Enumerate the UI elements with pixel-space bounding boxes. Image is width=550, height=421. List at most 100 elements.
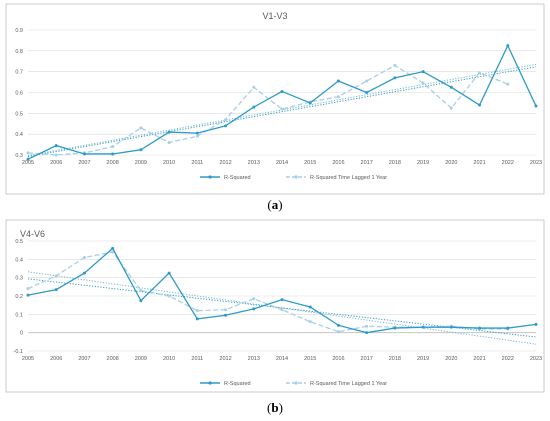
point-b-0-3 [111,246,115,250]
x-tick-label-a-1: 2006 [50,160,62,166]
y-tick-label-b-2: 0.1 [15,312,23,318]
y-tick-label-b-6: 0.5 [15,239,23,245]
x-tick-label-b-18: 2023 [530,356,542,362]
point-b-1-5 [167,294,171,298]
x-tick-label-a-18: 2023 [530,160,542,166]
panel-a-caption-letter: a [272,197,279,212]
point-b-1-3 [111,250,115,254]
point-a-1-9 [280,107,284,111]
x-tick-label-b-11: 2016 [332,356,344,362]
point-b-0-8 [252,307,256,311]
x-tick-label-b-1: 2006 [50,356,62,362]
legend-b-solid-label: R-Squared [224,381,251,387]
x-tick-label-b-5: 2010 [163,356,175,362]
point-b-1-4 [139,289,143,292]
point-a-0-9 [280,89,284,93]
point-b-0-11 [336,323,340,327]
point-b-0-12 [365,331,369,335]
point-a-1-17 [506,82,510,86]
point-a-0-16 [478,103,482,107]
point-b-1-1 [54,274,58,278]
y-tick-label-a-2: 0.5 [15,111,23,117]
y-tick-label-a-4: 0.7 [15,70,23,76]
point-a-0-18 [534,104,538,108]
point-b-0-15 [449,325,453,329]
x-tick-label-b-4: 2009 [135,356,147,362]
point-a-0-6 [195,131,199,135]
point-a-0-10 [308,101,312,105]
x-tick-label-b-12: 2017 [361,356,373,362]
x-tick-label-a-9: 2014 [276,160,288,166]
y-tick-label-a-5: 0.8 [15,49,23,55]
x-tick-label-a-14: 2019 [417,160,429,166]
y-tick-label-b-3: 0.2 [15,294,23,300]
y-tick-label-a-0: 0.3 [15,153,23,159]
point-a-0-7 [224,124,228,128]
point-a-1-15 [449,106,453,110]
x-tick-label-b-3: 2008 [107,356,119,362]
panel-a-caption: (a) [267,197,282,212]
panel-a-plot: 0.3 0.4 0.5 0.6 0.7 0.8 0.9 2005 2006 2007 2008 200… [15,28,542,166]
point-b-0-14 [421,325,425,329]
legend-a-solid-marker [208,175,212,179]
x-tick-label-b-7: 2012 [219,356,231,362]
x-tick-label-b-2: 2007 [78,356,90,362]
panel-b-title: V4-V6 [20,229,45,239]
legend-b-dashed-marker [294,381,298,385]
x-tick-label-a-7: 2012 [219,160,231,166]
point-b-0-6 [195,317,199,321]
point-b-0-18 [534,322,538,326]
x-tick-label-a-8: 2013 [248,160,260,166]
x-tick-label-b-13: 2018 [389,356,401,362]
point-a-1-1 [54,153,58,157]
legend-b-solid-marker [208,381,212,385]
point-b-0-5 [167,271,171,275]
point-a-1-12 [365,79,369,83]
panel-a-frame [5,3,545,195]
x-tick-label-a-5: 2010 [163,160,175,166]
point-a-1-16 [478,71,482,75]
panel-b-caption-letter: b [271,400,278,415]
point-a-0-0 [26,157,30,161]
panel-b-frame [5,219,545,393]
y-tick-label-a-6: 0.9 [15,28,23,34]
y-tick-label-b-5: 0.4 [15,257,23,263]
panel-b-legend: R-Squared R-Squared Time Lagged 1 Year [200,381,387,387]
x-tick-label-b-16: 2021 [473,356,485,362]
x-tick-label-a-11: 2016 [332,160,344,166]
point-a-1-4 [139,126,143,130]
y-tick-label-b-0: -0.1 [14,349,23,355]
point-a-0-1 [54,144,58,148]
point-b-1-2 [82,256,86,259]
point-b-0-13 [393,326,397,330]
point-a-1-5 [167,141,171,144]
x-tick-label-a-13: 2018 [389,160,401,166]
x-tick-label-b-0: 2005 [22,356,34,362]
point-a-1-14 [421,81,425,85]
x-tick-label-a-2: 2007 [78,160,90,166]
x-tick-label-b-10: 2015 [304,356,316,362]
panel-a-title: V1-V3 [262,11,287,21]
panel-b-plot: -0.1 0 0.1 0.2 0.3 0.4 0.5 2005 2006 2007 2008 2009… [14,239,543,362]
x-tick-label-b-15: 2020 [445,356,457,362]
panel-b-caption: (b) [267,400,283,415]
point-a-0-3 [111,152,115,156]
point-b-0-2 [82,271,86,275]
point-b-0-4 [139,299,143,303]
legend-a-dashed-label: R-Squared Time Lagged 1 Year [310,175,387,181]
point-a-1-3 [111,145,115,149]
point-b-1-7 [224,308,228,312]
point-b-1-6 [195,309,199,313]
x-tick-label-a-3: 2008 [107,160,119,166]
point-a-0-13 [393,76,397,80]
point-b-1-0 [26,287,30,291]
x-tick-label-a-17: 2022 [502,160,514,166]
x-tick-label-b-8: 2013 [248,356,260,362]
x-tick-label-b-9: 2014 [276,356,288,362]
x-tick-label-a-10: 2015 [304,160,316,166]
point-a-1-7 [224,118,228,122]
point-b-0-1 [54,288,58,292]
panel-a-legend: R-Squared R-Squared Time Lagged 1 Year [200,175,387,181]
point-b-1-8 [252,297,256,301]
point-a-1-0 [26,151,30,155]
